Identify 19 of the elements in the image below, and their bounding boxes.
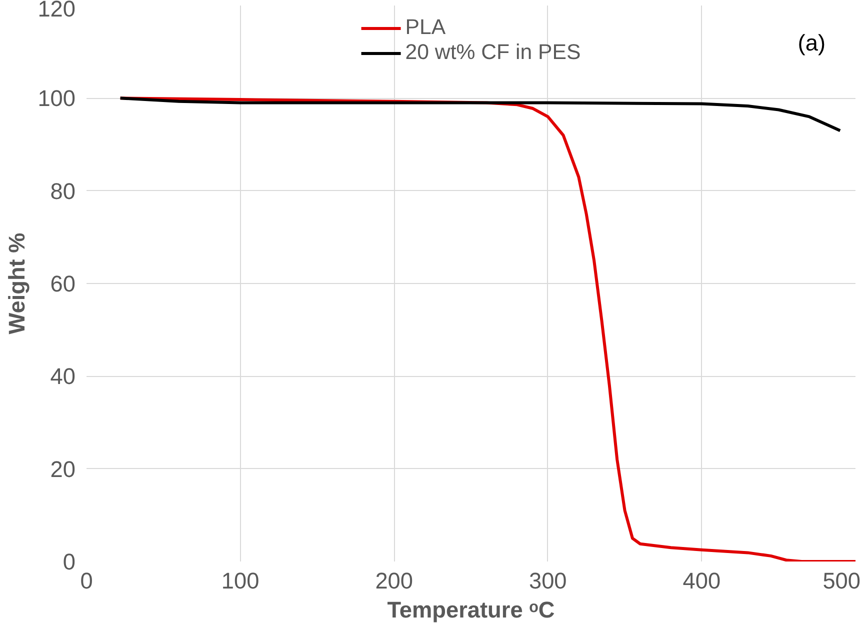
annotation: (a) [798, 30, 826, 56]
y-tick-label: 100 [38, 85, 76, 112]
y-axis-title: Weight % [4, 232, 30, 334]
x-tick-label: 100 [221, 568, 260, 594]
x-axis-title: Temperature ᵒC [387, 596, 555, 622]
y-tick-label: 60 [50, 270, 76, 296]
y-tick-label: 40 [50, 363, 76, 390]
legend-label: 20 wt% CF in PES [405, 40, 581, 65]
x-tick-label: 400 [682, 568, 721, 594]
x-tick-label: 500 [822, 568, 861, 594]
y-tick-label: 20 [50, 456, 76, 482]
y-tick-label: 0 [62, 548, 76, 574]
legend-label: PLA [405, 15, 446, 40]
x-tick-label: 0 [80, 568, 93, 594]
x-tick-label: 200 [375, 568, 414, 594]
x-tick-label: 300 [529, 568, 567, 594]
y-tick-label: 120 [38, 0, 76, 22]
y-tick-label: 80 [50, 178, 76, 204]
line-series [118, 96, 842, 132]
